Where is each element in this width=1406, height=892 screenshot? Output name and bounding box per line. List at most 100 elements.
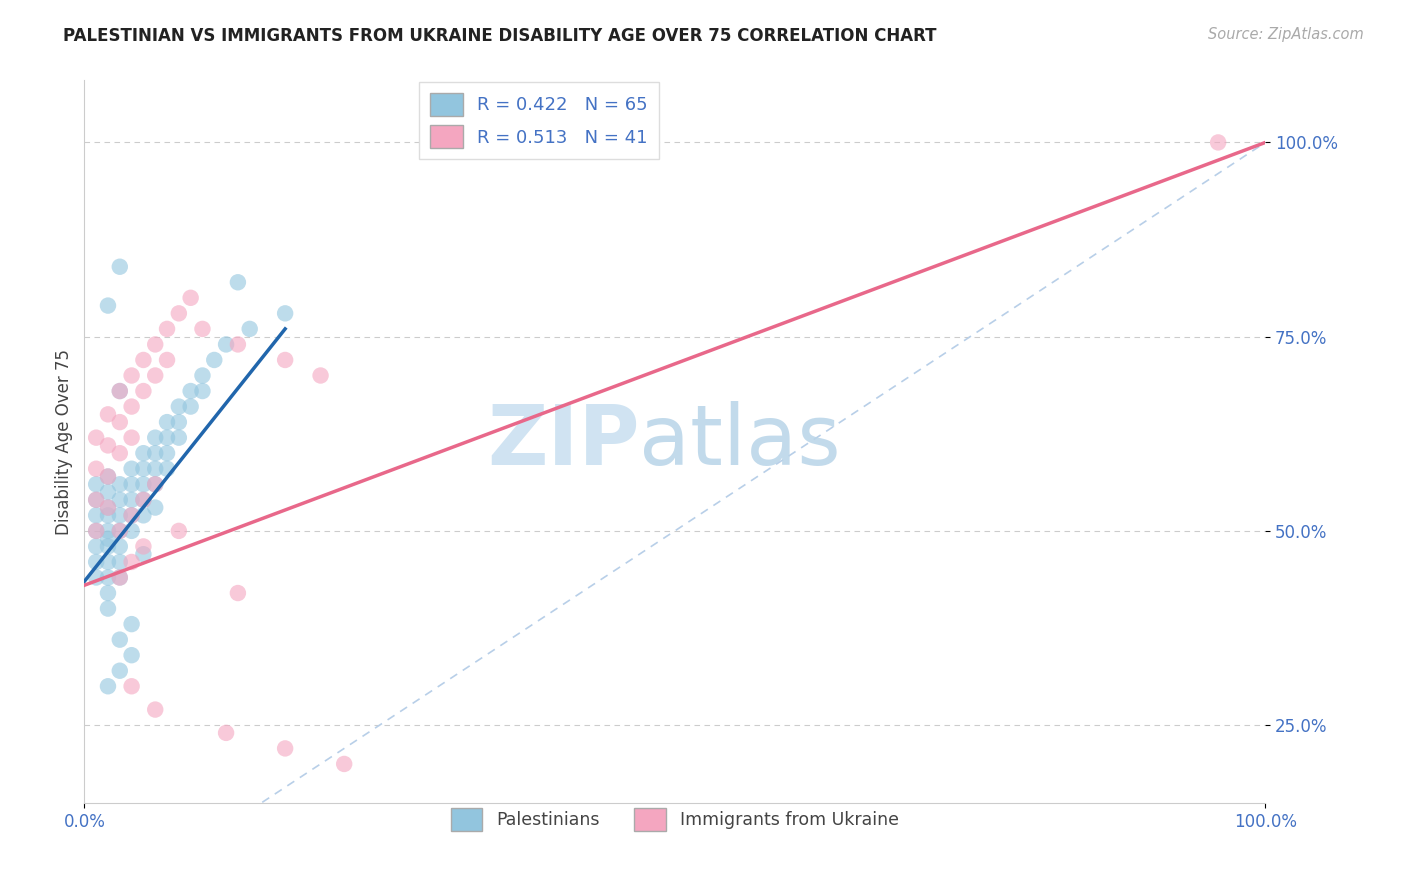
Point [167, 400, 190, 414]
Point [180, 384, 202, 398]
Point [132, 353, 155, 368]
Point [132, 492, 155, 507]
Point [108, 260, 131, 274]
Point [84, 461, 107, 475]
Point [156, 446, 179, 460]
Point [108, 415, 131, 429]
Point [143, 337, 166, 351]
Point [97, 500, 120, 515]
Point [143, 477, 166, 491]
Point [132, 461, 155, 475]
Point [84, 431, 107, 445]
Text: Source: ZipAtlas.com: Source: ZipAtlas.com [1208, 27, 1364, 42]
Point [226, 275, 249, 289]
Point [108, 570, 131, 584]
Point [108, 524, 131, 538]
Point [84, 492, 107, 507]
Point [108, 664, 131, 678]
Point [97, 679, 120, 693]
Point [97, 601, 120, 615]
Point [121, 617, 143, 632]
Point [121, 492, 143, 507]
Point [97, 485, 120, 500]
Point [84, 540, 107, 554]
Point [132, 492, 155, 507]
Point [84, 524, 107, 538]
Point [108, 384, 131, 398]
Point [132, 477, 155, 491]
Point [143, 461, 166, 475]
Point [108, 632, 131, 647]
Point [121, 368, 143, 383]
Point [309, 368, 332, 383]
Point [180, 400, 202, 414]
Point [156, 415, 179, 429]
Point [156, 353, 179, 368]
Point [121, 508, 143, 523]
Point [108, 540, 131, 554]
Point [97, 586, 120, 600]
Point [143, 446, 166, 460]
Point [108, 524, 131, 538]
Text: atlas: atlas [640, 401, 841, 482]
Point [121, 648, 143, 663]
Point [97, 532, 120, 546]
Legend: Palestinians, Immigrants from Ukraine: Palestinians, Immigrants from Ukraine [444, 801, 905, 838]
Point [274, 741, 297, 756]
Point [143, 368, 166, 383]
Point [191, 384, 214, 398]
Point [191, 368, 214, 383]
Point [191, 322, 214, 336]
Point [84, 570, 107, 584]
Point [108, 477, 131, 491]
Point [1206, 136, 1229, 150]
Point [167, 524, 190, 538]
Text: PALESTINIAN VS IMMIGRANTS FROM UKRAINE DISABILITY AGE OVER 75 CORRELATION CHART: PALESTINIAN VS IMMIGRANTS FROM UKRAINE D… [63, 27, 936, 45]
Point [121, 679, 143, 693]
Point [121, 508, 143, 523]
Point [84, 477, 107, 491]
Y-axis label: Disability Age Over 75: Disability Age Over 75 [55, 349, 73, 534]
Point [167, 415, 190, 429]
Point [121, 477, 143, 491]
Point [274, 353, 297, 368]
Point [121, 461, 143, 475]
Point [84, 508, 107, 523]
Point [121, 555, 143, 569]
Point [108, 508, 131, 523]
Point [180, 291, 202, 305]
Point [143, 431, 166, 445]
Point [132, 384, 155, 398]
Point [97, 469, 120, 483]
Point [239, 322, 262, 336]
Point [143, 500, 166, 515]
Point [97, 540, 120, 554]
Point [132, 508, 155, 523]
Point [167, 306, 190, 320]
Point [167, 431, 190, 445]
Point [132, 540, 155, 554]
Point [156, 431, 179, 445]
Point [97, 508, 120, 523]
Point [215, 726, 238, 740]
Point [132, 446, 155, 460]
Point [84, 555, 107, 569]
Point [143, 477, 166, 491]
Point [97, 555, 120, 569]
Point [108, 384, 131, 398]
Point [97, 570, 120, 584]
Point [156, 322, 179, 336]
Point [143, 702, 166, 716]
Point [97, 299, 120, 313]
Point [202, 353, 225, 368]
Point [226, 586, 249, 600]
Point [121, 400, 143, 414]
Point [156, 461, 179, 475]
Point [97, 500, 120, 515]
Point [108, 446, 131, 460]
Point [274, 306, 297, 320]
Point [121, 524, 143, 538]
Point [97, 408, 120, 422]
Point [97, 438, 120, 452]
Point [108, 570, 131, 584]
